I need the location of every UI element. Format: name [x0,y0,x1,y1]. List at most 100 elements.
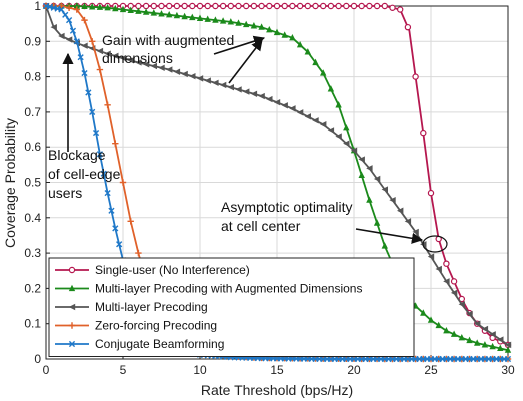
series-marker [112,140,119,147]
series-marker [289,33,296,41]
legend-label: Multi-layer Precoding with Augmented Dim… [95,282,362,296]
series-marker [273,2,281,10]
series-marker [504,355,512,363]
series-marker [77,54,84,61]
series-marker [135,249,142,257]
series-marker [281,31,288,38]
legend-marker [68,340,76,348]
series-marker [219,2,227,10]
series-marker [227,2,234,10]
series-marker [404,23,412,31]
series-marker [108,207,115,214]
series-marker [350,2,358,10]
series-marker [327,85,335,92]
series-marker [104,101,111,109]
series-marker [58,6,65,13]
series-marker [119,54,127,62]
series-marker [258,92,265,100]
x-tick-label: 15 [270,363,284,377]
annotation-layer: Gain with augmented dimensions Blockage of … [48,32,448,253]
series-marker [381,242,388,249]
y-tick-label: 0.2 [24,281,41,295]
series-marker [320,2,327,10]
series-marker [96,3,104,10]
series-marker [127,57,134,64]
series-marker [381,186,388,193]
series-marker [235,86,242,93]
series-marker [173,68,181,75]
legend-box [48,257,415,357]
series-marker [312,117,319,124]
series-marker [504,346,512,353]
series-marker [466,310,473,318]
y-axis-label: Coverage Probability [2,118,18,248]
series-marker [450,330,458,337]
series-marker [435,265,442,273]
series-marker [304,48,311,55]
series-marker [450,278,458,285]
y-tick-label: 1 [34,0,41,13]
series-marker [112,52,119,60]
y-tick-label: 0.7 [24,105,41,119]
legend-entry: Zero-forcing Precoding [55,319,217,333]
series-marker [358,156,365,163]
series-marker [266,2,273,10]
series-marker [104,50,111,57]
legend-entry: Multi-layer Precoding with Augmented Dim… [55,282,362,296]
series-marker [166,11,173,18]
series-marker [466,336,473,344]
x-tick-label: 0 [43,363,50,377]
series-marker [358,2,365,10]
series-marker [119,5,127,13]
series-marker [65,36,73,43]
y-tick-label: 0.5 [24,176,41,190]
y-tick-label: 0 [34,352,41,366]
series-marker [458,334,465,341]
x-axis-label: Rate Threshold (bps/Hz) [201,382,353,398]
series-marker [381,2,388,10]
legend-entry: Multi-layer Precoding [55,300,208,314]
series-marker [58,32,65,40]
series-marker [335,133,342,140]
series-marker [173,11,181,19]
series-marker [266,26,273,33]
legend-marker [68,322,76,329]
series-marker [335,2,342,10]
series-marker [250,90,258,98]
series-marker [189,13,196,21]
series-marker [443,278,450,285]
x-tick-label: 10 [193,363,207,377]
y-tick-label: 0.9 [24,34,41,48]
arrow-gain-down [228,39,263,84]
series-marker [89,38,96,45]
legend-label: Conjugate Beamforming [95,337,224,351]
series-marker [181,70,188,78]
series-marker [397,207,404,214]
series-marker [420,129,427,137]
series-marker [142,8,150,15]
series-marker [474,320,481,327]
series-marker [112,225,119,232]
series-marker [112,4,119,12]
series-marker [181,2,188,10]
series-marker [89,108,96,115]
series-marker [443,260,450,267]
series-marker [104,3,111,11]
series-marker [289,2,296,10]
y-tick-label: 0.8 [24,70,41,84]
arrow-asymptotic [355,228,424,244]
series-marker [281,102,288,109]
series-marker [435,321,442,329]
series-marker [504,341,512,349]
series-marker [412,73,419,80]
series-marker [296,109,304,116]
series-marker [150,2,157,10]
series-marker [373,175,381,183]
series-marker [81,2,88,10]
series-marker [196,14,204,21]
series-marker [73,2,80,9]
series-marker [135,7,142,14]
series-marker [273,98,281,106]
series-marker [50,23,57,31]
